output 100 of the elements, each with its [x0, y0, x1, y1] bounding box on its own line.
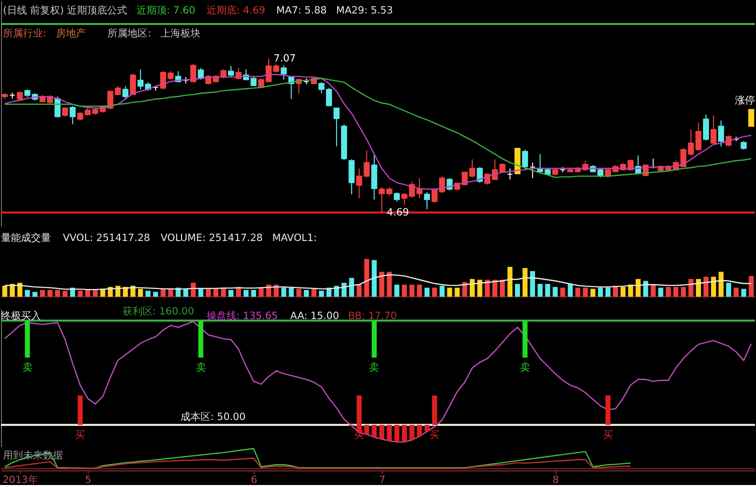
data-label: 买 [602, 430, 613, 441]
bar [454, 288, 460, 297]
x-tick-label: 5 [85, 474, 92, 486]
candlestick [62, 107, 68, 118]
bar [704, 276, 708, 297]
data-label: 买 [430, 430, 440, 441]
candlestick [280, 64, 287, 80]
bar [318, 290, 324, 297]
data-label: 卖 [369, 362, 380, 374]
bar [688, 278, 694, 297]
bar [658, 288, 664, 297]
bar [206, 288, 211, 297]
x-tick-label: 7 [379, 474, 386, 486]
bar [605, 288, 610, 297]
bar [447, 288, 452, 297]
bar [274, 284, 279, 297]
bar [342, 282, 347, 297]
candlestick [710, 114, 717, 145]
candlestick [476, 166, 483, 184]
candlestick [506, 168, 513, 180]
bar [409, 284, 414, 297]
bar [364, 258, 370, 297]
bar [372, 260, 377, 297]
candlestick [371, 154, 378, 200]
bar [402, 284, 407, 297]
bar [304, 290, 309, 297]
bar [40, 290, 45, 297]
bar [213, 288, 218, 297]
candlestick [394, 192, 400, 202]
bar [17, 282, 22, 297]
bar [560, 288, 566, 297]
annotation: 近期底: 4.69 [206, 4, 266, 17]
candlestick [122, 86, 128, 100]
text: MAVOL1: [272, 233, 317, 244]
bar [168, 288, 174, 297]
data-label: 卖 [196, 362, 206, 374]
bar [582, 288, 588, 297]
bar [500, 280, 505, 297]
candlestick [198, 68, 204, 80]
bar [432, 288, 438, 297]
x-tick-label: 6 [250, 474, 258, 486]
bar [48, 290, 52, 297]
bar [424, 288, 430, 297]
bar [575, 288, 580, 297]
candlestick [190, 64, 196, 83]
bar [100, 288, 106, 297]
bar [507, 266, 512, 297]
bar [748, 276, 754, 297]
bar [258, 288, 264, 297]
bar [711, 276, 716, 297]
bar [650, 284, 656, 297]
bar [484, 280, 490, 297]
text: 7.07 [274, 53, 296, 64]
data-label: 买 [75, 430, 86, 441]
bar [379, 272, 384, 297]
annotation: 所属行业: [2, 28, 46, 40]
bar [741, 288, 746, 297]
bar [78, 290, 83, 297]
bar [296, 288, 302, 297]
candlestick [424, 192, 430, 210]
bar [146, 290, 151, 297]
data-label: 卖 [22, 362, 32, 374]
candlestick [748, 108, 754, 127]
bar [734, 288, 739, 297]
bar [545, 284, 550, 297]
bar [416, 284, 422, 297]
bar [673, 286, 678, 297]
bar [244, 290, 249, 297]
candlestick [469, 158, 476, 178]
bar [198, 288, 204, 297]
bar [24, 290, 30, 297]
bar [568, 284, 573, 297]
candlestick [522, 149, 528, 170]
ref-line-label: 成本区: 50.00 [180, 410, 246, 423]
x-tick-label: 2013年 [2, 474, 38, 486]
annotation: 所属地区: [108, 28, 152, 40]
bar [288, 288, 294, 297]
bar [628, 284, 634, 297]
bar [190, 282, 196, 297]
annotation: 操盘线: 135.65 [206, 310, 278, 322]
bar [538, 284, 543, 297]
bar [530, 271, 536, 297]
text: VVOL: 251417.28 [62, 233, 150, 244]
bar [590, 288, 596, 297]
bar [620, 286, 626, 297]
bar [462, 282, 468, 297]
bar [492, 280, 498, 297]
bar [311, 288, 316, 297]
bar [85, 290, 90, 297]
bar [666, 286, 671, 297]
bar [55, 290, 60, 297]
bar [718, 272, 724, 297]
bar [92, 290, 98, 297]
data-label: 买 [354, 430, 364, 441]
data-label: 卖 [520, 362, 530, 374]
text: 涨停 [735, 95, 756, 106]
bar [10, 284, 15, 297]
bar [251, 290, 256, 297]
bar [183, 288, 188, 297]
candlestick [348, 158, 355, 195]
